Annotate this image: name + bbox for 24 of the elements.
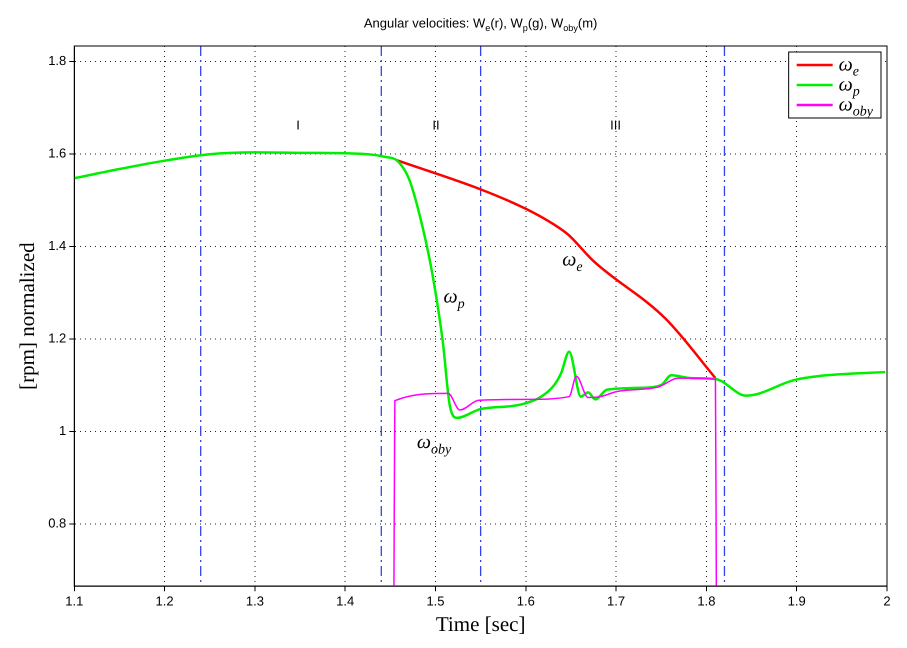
y-axis-title: [rpm] normalized	[15, 242, 40, 390]
x-tick-label: 1.3	[246, 594, 264, 609]
x-tick-label: 1.8	[697, 594, 716, 609]
line-series	[74, 151, 886, 420]
line-series	[395, 158, 717, 380]
annotation: II	[432, 118, 440, 133]
x-tick-label: 1.2	[156, 594, 174, 609]
x-axis-title: Time [sec]	[436, 612, 526, 636]
y-tick-label: 1.6	[48, 145, 66, 160]
x-tick-label: 1.5	[426, 594, 445, 609]
x-tick-label: 1.9	[788, 594, 806, 609]
x-tick-label: 1.4	[336, 594, 354, 609]
x-tick-label: 2	[883, 594, 891, 609]
y-tick-label: 1.8	[48, 52, 66, 68]
x-tick-label: 1.1	[65, 594, 84, 609]
y-tick-label: 1.4	[48, 238, 66, 253]
line-series	[393, 375, 718, 586]
x-tick-label: 1.6	[516, 594, 535, 609]
annotation: III	[610, 118, 621, 133]
x-tick-label: 1.7	[607, 594, 626, 609]
y-tick-label: 0.8	[48, 515, 66, 530]
y-tick-label: 1.2	[48, 330, 66, 346]
y-tick-label: 1	[59, 422, 66, 438]
annotation: I	[296, 118, 300, 133]
